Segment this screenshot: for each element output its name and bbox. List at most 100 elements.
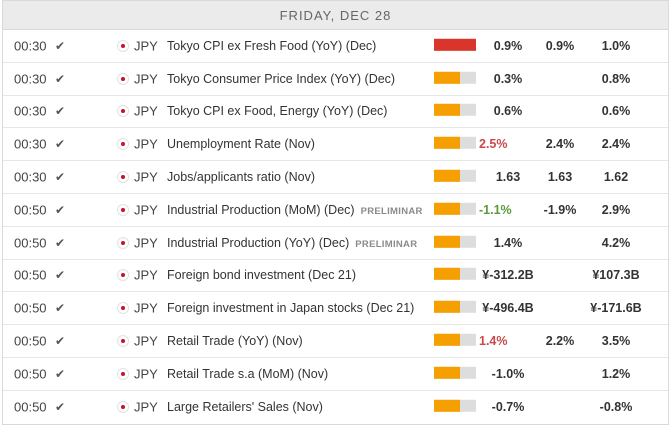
- previous-value: 4.2%: [601, 235, 631, 250]
- impact-bar-fill: [434, 333, 461, 346]
- checkmark-icon: ✔: [55, 235, 66, 250]
- event-time: 00:30: [14, 136, 47, 152]
- event-currency: JPY: [134, 169, 158, 185]
- event-time: 00:50: [14, 333, 47, 349]
- impact-bar-fill: [434, 169, 461, 182]
- japan-flag-icon: [118, 73, 128, 84]
- consensus-value: 2.4%: [545, 137, 575, 152]
- actual-value: -1.0%: [491, 366, 525, 381]
- checkmark-icon: ✔: [55, 170, 66, 185]
- impact-bar-fill: [434, 366, 461, 379]
- event-row[interactable]: 00:50 ✔ JPY Foreign investment in Japan …: [3, 292, 668, 326]
- previous-value: ¥107.3B: [592, 268, 640, 283]
- event-time: 00:50: [14, 267, 47, 283]
- japan-flag-icon: [118, 172, 128, 183]
- event-row[interactable]: 00:50 ✔ JPY Industrial Production (YoY) …: [3, 227, 668, 260]
- actual-value: 1.4%: [493, 235, 523, 250]
- event-row[interactable]: 00:30 ✔ JPY Tokyo CPI ex Fresh Food (YoY…: [3, 30, 668, 63]
- actual-value: 1.63: [495, 170, 521, 185]
- day-header: FRIDAY, DEC 28: [3, 1, 668, 30]
- event-name[interactable]: Jobs/applicants ratio (Nov): [167, 170, 315, 184]
- previous-value: 2.4%: [601, 137, 631, 152]
- event-row[interactable]: 00:50 ✔ JPY Industrial Production (MoM) …: [3, 194, 668, 227]
- event-name[interactable]: Tokyo Consumer Price Index (YoY) (Dec): [167, 72, 395, 86]
- event-title: Foreign investment in Japan stocks (Dec …: [167, 301, 415, 316]
- japan-flag-icon: [118, 204, 128, 215]
- japan-flag-icon: [118, 40, 128, 51]
- previous-value: 1.0%: [601, 38, 631, 53]
- actual-value: 0.3%: [493, 71, 523, 86]
- event-name[interactable]: Foreign investment in Japan stocks (Dec …: [167, 301, 414, 315]
- event-title: Industrial Production (MoM) (Dec): [167, 202, 355, 217]
- event-row[interactable]: 00:50 ✔ JPY Retail Trade (YoY) (Nov) 1.4…: [3, 325, 668, 358]
- event-name[interactable]: Industrial Production (YoY) (Dec) PRELIMI…: [167, 236, 417, 250]
- checkmark-icon: ✔: [55, 400, 66, 415]
- event-row[interactable]: 00:30 ✔ JPY Unemployment Rate (Nov) 2.5%…: [3, 128, 668, 162]
- event-row[interactable]: 00:50 ✔ JPY Large Retailers' Sales (Nov)…: [3, 391, 668, 424]
- event-row[interactable]: 00:30 ✔ JPY Tokyo CPI ex Food, Energy (Y…: [3, 96, 668, 129]
- japan-flag-icon: [118, 270, 128, 281]
- event-row[interactable]: 00:30 ✔ JPY Jobs/applicants ratio (Nov) …: [3, 161, 668, 194]
- event-currency: JPY: [134, 235, 158, 251]
- checkmark-icon: ✔: [55, 202, 66, 217]
- impact-bar: [434, 333, 476, 346]
- actual-value: ¥-312.2B: [482, 268, 534, 283]
- event-name[interactable]: Unemployment Rate (Nov): [167, 137, 315, 151]
- actual-value: ¥-496.4B: [482, 301, 534, 316]
- impact-bar: [434, 366, 476, 379]
- event-currency: JPY: [134, 71, 158, 87]
- event-time: 00:30: [14, 103, 47, 119]
- event-title: Tokyo CPI ex Fresh Food (YoY) (Dec): [167, 38, 377, 53]
- event-name[interactable]: Foreign bond investment (Dec 21): [167, 268, 356, 282]
- event-name[interactable]: Industrial Production (MoM) (Dec) PRELIMI…: [167, 203, 423, 217]
- checkmark-icon: ✔: [55, 301, 66, 316]
- event-title: Unemployment Rate (Nov): [167, 137, 315, 152]
- impact-bar-fill: [434, 71, 461, 84]
- consensus-value: -1.9%: [543, 202, 577, 217]
- checkmark-icon: ✔: [55, 334, 66, 349]
- impact-bar: [434, 71, 476, 84]
- previous-value: 0.8%: [601, 71, 631, 86]
- event-list: 00:30 ✔ JPY Tokyo CPI ex Fresh Food (YoY…: [3, 30, 668, 424]
- actual-value: 0.6%: [493, 104, 523, 119]
- previous-value: 1.2%: [601, 366, 631, 381]
- event-name[interactable]: Tokyo CPI ex Food, Energy (YoY) (Dec): [167, 104, 387, 118]
- checkmark-icon: ✔: [55, 104, 66, 119]
- checkmark-icon: ✔: [55, 366, 66, 381]
- day-header-label: FRIDAY, DEC 28: [279, 7, 392, 23]
- event-row[interactable]: 00:50 ✔ JPY Foreign bond investment (Dec…: [3, 260, 668, 293]
- event-tag: PRELIMINAR: [360, 205, 423, 217]
- event-name[interactable]: Tokyo CPI ex Fresh Food (YoY) (Dec): [167, 39, 376, 53]
- consensus-value: 0.9%: [545, 38, 575, 53]
- impact-bar: [434, 235, 476, 248]
- event-row[interactable]: 00:50 ✔ JPY Retail Trade s.a (MoM) (Nov)…: [3, 358, 668, 391]
- event-time: 00:50: [14, 366, 47, 382]
- event-currency: JPY: [134, 38, 158, 54]
- consensus-value: 1.63: [547, 170, 573, 185]
- event-currency: JPY: [134, 136, 158, 152]
- event-row[interactable]: 00:30 ✔ JPY Tokyo Consumer Price Index (…: [3, 63, 668, 96]
- impact-bar: [434, 301, 476, 314]
- checkmark-icon: ✔: [55, 137, 66, 152]
- event-name[interactable]: Large Retailers' Sales (Nov): [167, 400, 323, 414]
- event-tag: PRELIMINAR: [355, 238, 418, 250]
- event-title: Retail Trade (YoY) (Nov): [167, 334, 303, 349]
- checkmark-icon: ✔: [55, 38, 66, 53]
- impact-bar-fill: [434, 202, 461, 215]
- event-currency: JPY: [134, 267, 158, 283]
- event-name[interactable]: Retail Trade (YoY) (Nov): [167, 334, 303, 348]
- japan-flag-icon: [118, 106, 128, 117]
- event-currency: JPY: [134, 300, 158, 316]
- event-currency: JPY: [134, 399, 158, 415]
- event-time: 00:30: [14, 169, 47, 185]
- checkmark-icon: ✔: [55, 268, 66, 283]
- japan-flag-icon: [118, 303, 128, 314]
- event-name[interactable]: Retail Trade s.a (MoM) (Nov): [167, 367, 328, 381]
- event-title: Jobs/applicants ratio (Nov): [167, 170, 315, 185]
- event-title: Industrial Production (YoY) (Dec): [167, 235, 350, 250]
- actual-value: 1.4%: [479, 334, 508, 349]
- previous-value: 1.62: [603, 170, 629, 185]
- event-time: 00:50: [14, 300, 47, 316]
- impact-bar: [434, 202, 476, 215]
